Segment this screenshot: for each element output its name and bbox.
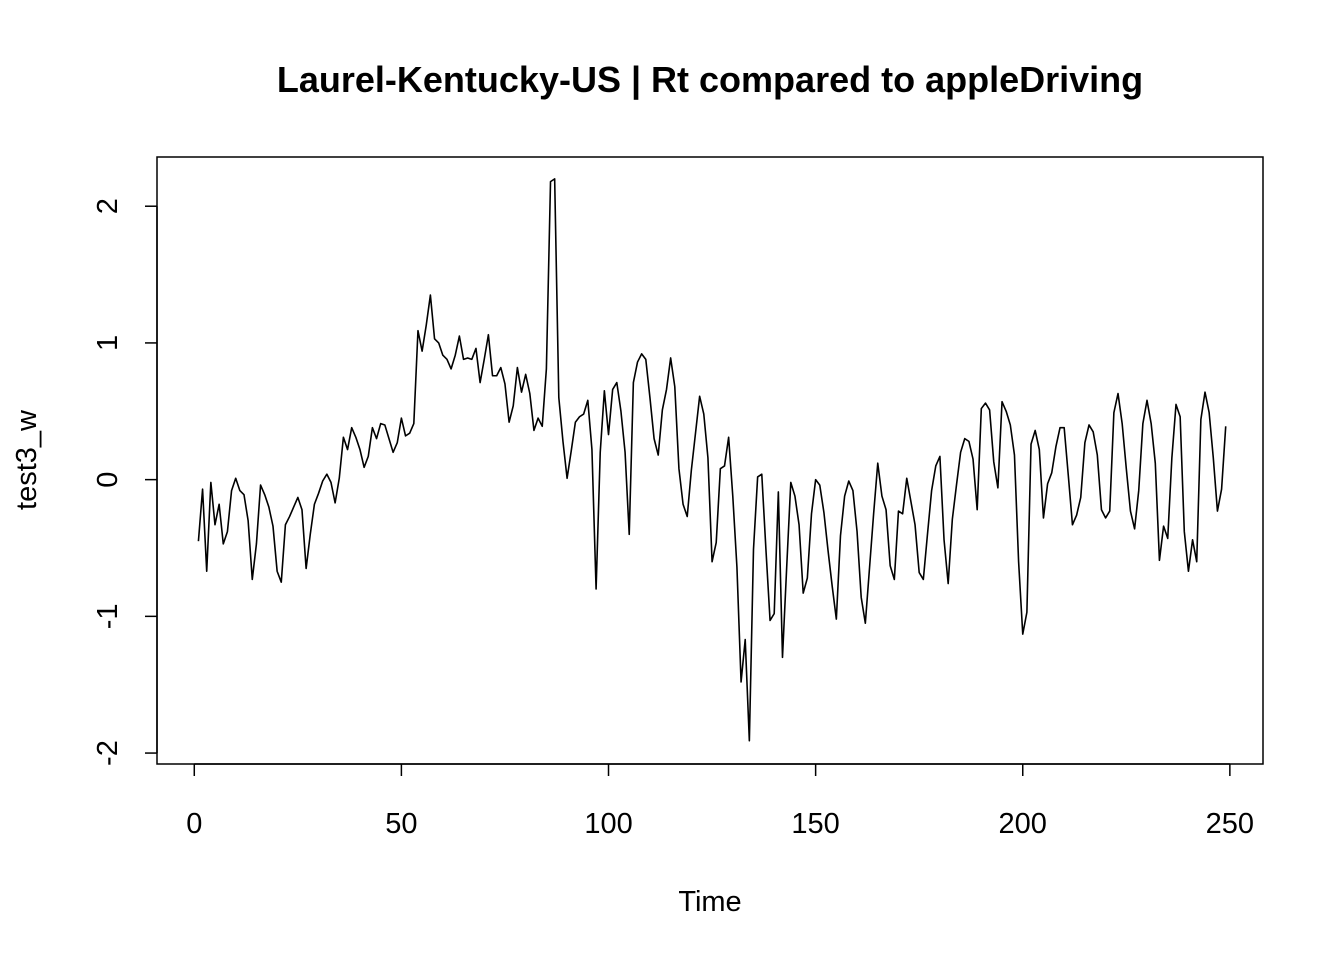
x-tick-label: 100 bbox=[584, 808, 632, 840]
y-tick-label: -1 bbox=[92, 603, 124, 629]
y-tick-label: 0 bbox=[92, 472, 124, 488]
y-tick-label: -2 bbox=[92, 740, 124, 766]
x-tick-label: 200 bbox=[999, 808, 1047, 840]
series-line bbox=[197, 178, 1227, 742]
chart-title: Laurel-Kentucky-US | Rt compared to appl… bbox=[277, 59, 1143, 101]
y-axis-label: test3_w bbox=[11, 409, 43, 510]
y-axis: -2 -1 0 1 2 bbox=[92, 198, 158, 766]
y-tick-label: 2 bbox=[92, 198, 124, 214]
x-axis-label: Time bbox=[678, 886, 741, 918]
x-tick-label: 150 bbox=[791, 808, 839, 840]
series-layer bbox=[197, 178, 1227, 742]
x-axis: 0 50 100 150 200 250 bbox=[186, 763, 1254, 840]
x-tick-label: 50 bbox=[385, 808, 417, 840]
x-tick-label: 0 bbox=[186, 808, 202, 840]
y-tick-label: 1 bbox=[92, 335, 124, 351]
x-tick-label: 250 bbox=[1206, 808, 1254, 840]
